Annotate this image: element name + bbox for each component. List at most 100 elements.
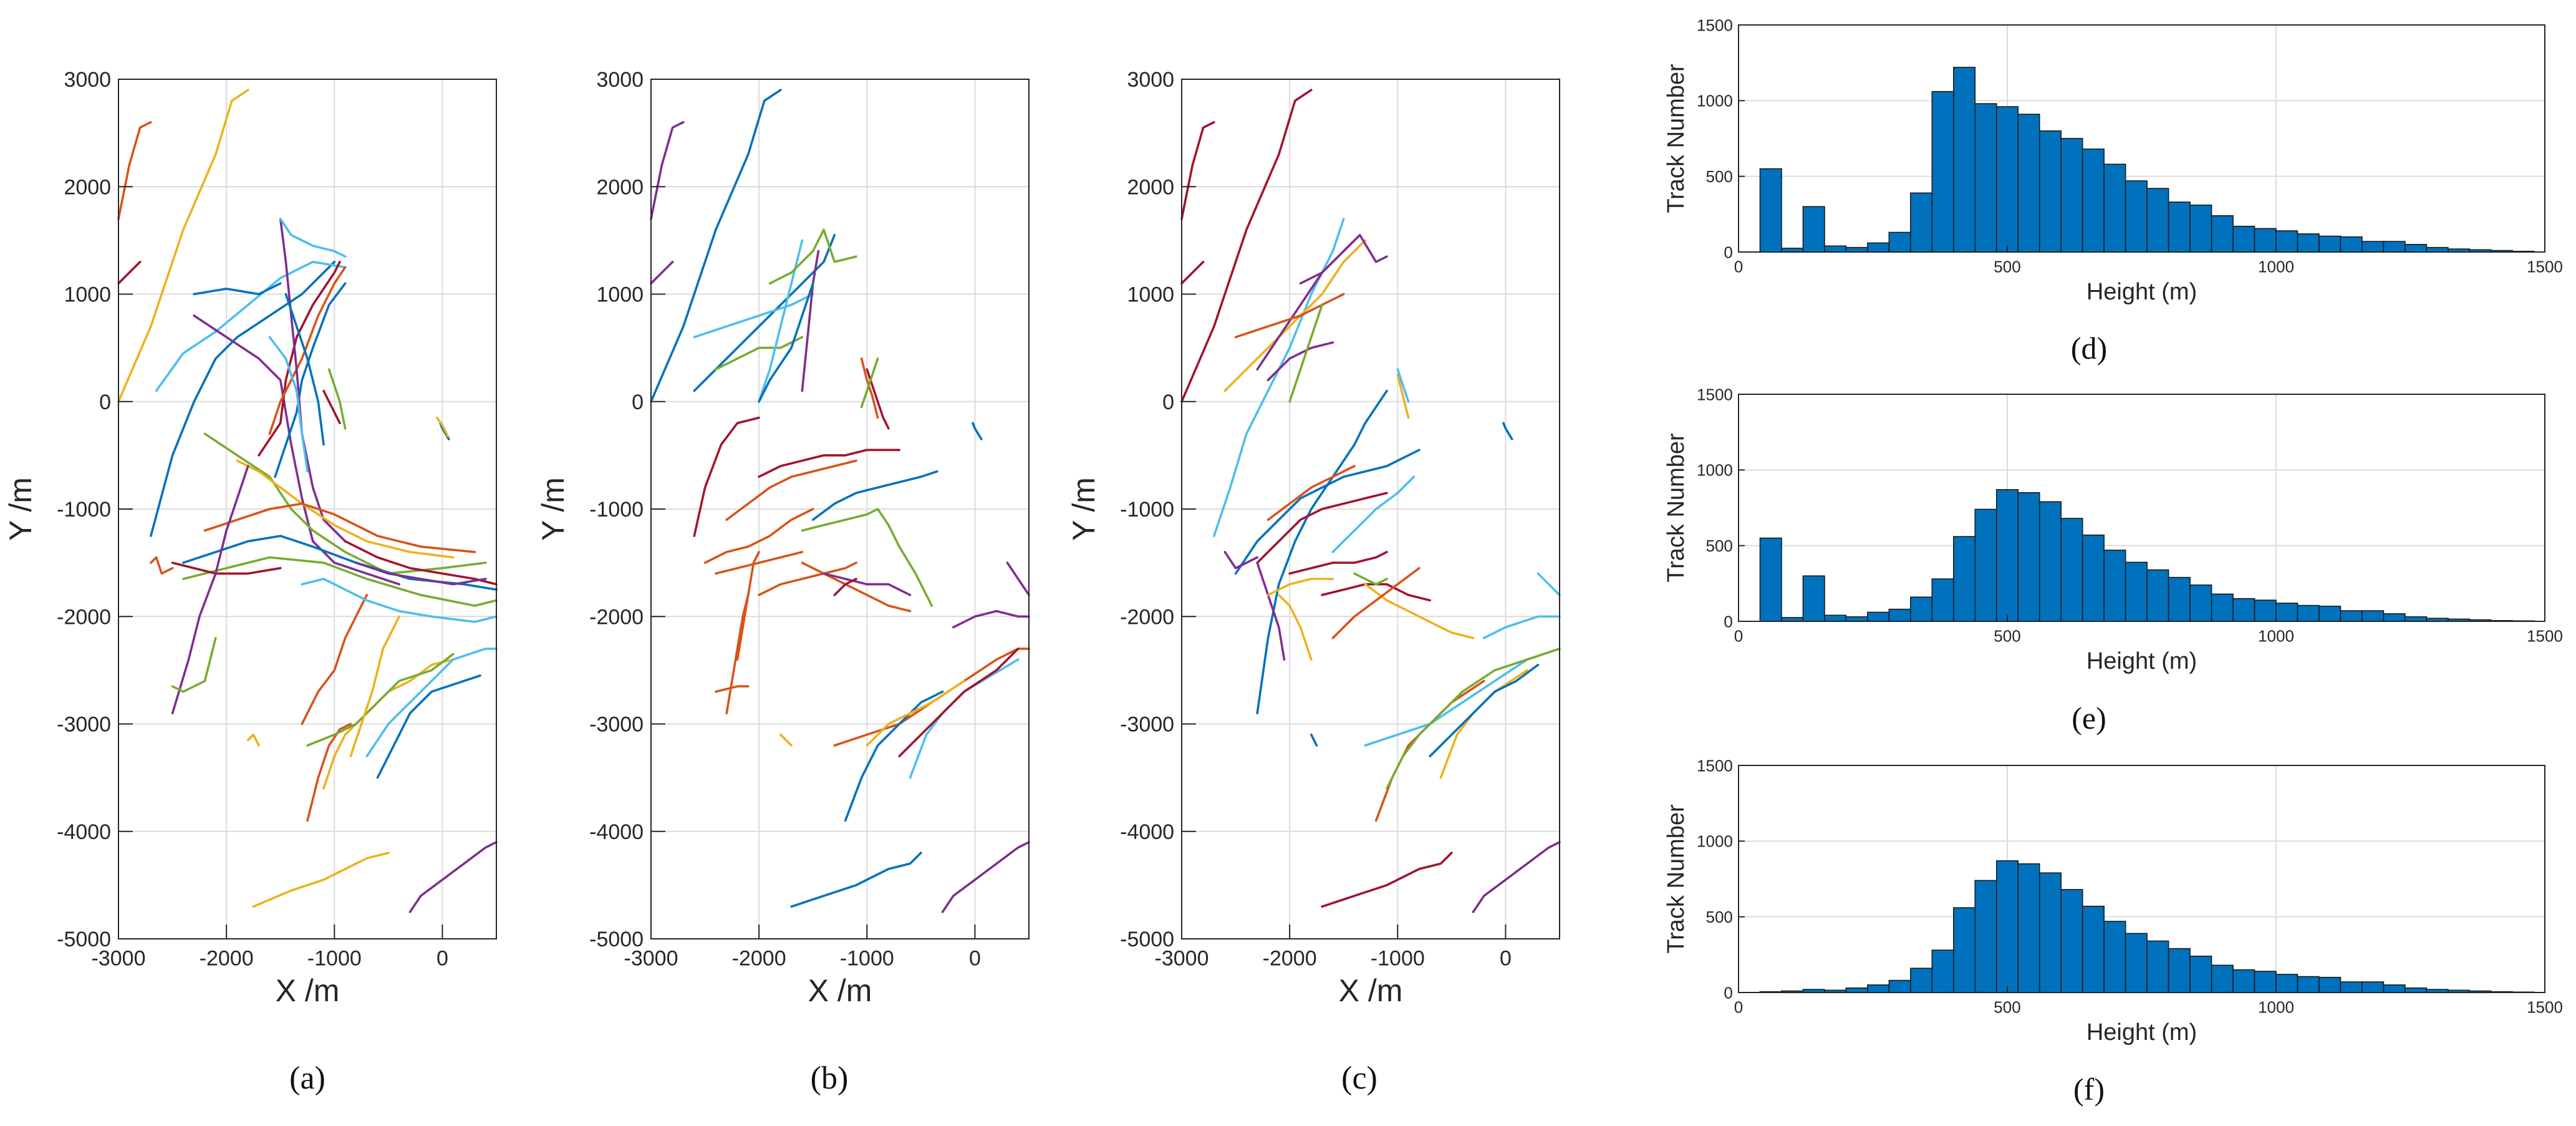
panel-c-xtick-label-2: -1000 [1371,947,1425,971]
panel-c-ytick-label-4: -1000 [1120,498,1174,522]
panel-b-xtick-label-2: -1000 [840,947,894,971]
panel-e-ytick-label-2: 1000 [1697,461,1733,480]
panel-d-bar-15 [2082,148,2105,253]
panel-c-xtick-label-0: -3000 [1155,947,1209,971]
panel-f-xtick-label-3: 1500 [2527,998,2563,1017]
panel-b-xtick-label-1: -2000 [732,947,786,971]
panel-c-y-axis-label: Y /m [1066,477,1101,541]
panel-f-bar-30 [2405,987,2428,993]
panel-d-bar-19 [2168,201,2191,253]
panel-c-trajectory-t15 [1234,449,1421,575]
panel-e-ytick-label-0: 0 [1724,612,1732,631]
panel-c-trajectory-t7 [1234,293,1345,339]
panel-d-xtick-label-2: 1000 [2258,258,2294,276]
panel-c-trajectory-t30 [1386,648,1561,790]
panel-c-trajectory-t2 [1180,121,1215,220]
panel-b-trajectory-t35 [952,609,1030,629]
panel-d-bar-21 [2211,215,2234,253]
panel-b-trajectory-t18 [811,470,938,521]
panel-a-trajectory-t4 [150,261,336,537]
panel-e-tick-labels: 0 500 1000 1500 0 500 1000 1500 [1697,385,2563,645]
panel-c-xtick-label-3: 0 [1500,947,1512,971]
panel-b-trajectory-t29 [779,733,793,747]
panel-c-trajectory-plot: -3000 -2000 -1000 0 -5000 -4000 -3000 -2000 -100… [1066,68,1561,1096]
panel-c-trajectory-t5 [1223,239,1367,392]
panel-b-trajectory-t12 [860,357,879,419]
panel-e-bar-14 [2060,518,2083,622]
panel-b-series-group [650,89,1030,913]
panel-b-caption: (b) [811,1060,849,1096]
panel-b-ytick-label-7: 2000 [596,175,644,199]
panel-c-caption: (c) [1341,1060,1377,1096]
panel-f-bar-29 [2383,984,2406,993]
panel-e-bars [1759,489,2535,622]
panel-d-bar-5 [1867,242,1890,253]
panel-c-trajectory-t33 [1483,615,1561,639]
panel-d-height-histogram: 0 500 1000 1500 0 500 1000 1500 Height (m) Trac… [1663,16,2563,366]
panel-d-bar-0 [1759,168,1782,253]
panel-d-bar-6 [1888,231,1911,253]
panel-f-xtick-label-2: 1000 [2258,998,2294,1017]
panel-f-xtick-label-1: 500 [1994,998,2020,1017]
panel-c-trajectory-t32 [1429,664,1540,757]
panel-c-ytick-label-6: 1000 [1127,283,1174,307]
panel-f-caption: (f) [2073,1072,2105,1107]
panel-a-trajectory-t26 [365,648,498,757]
panel-c-trajectory-t27 [1310,733,1318,747]
panel-e-bar-8 [1931,578,1954,622]
panel-a-xtick-label-2: -1000 [307,947,362,971]
panel-a-trajectory-t18 [171,465,249,715]
panel-a-trajectory-t39 [150,556,174,575]
panel-c-trajectory-t20 [1288,551,1388,575]
panel-c-ytick-label-7: 2000 [1127,175,1174,199]
panel-b-ytick-label-4: -1000 [589,498,644,522]
panel-e-bar-15 [2082,534,2105,622]
panel-a-trajectory-t40 [268,336,309,473]
panel-d-axes [1738,24,2545,253]
panel-d-bar-30 [2405,244,2428,253]
panel-e-xtick-label-2: 1000 [2258,627,2294,646]
panel-e-bar-4 [1845,616,1868,622]
panel-b-trajectory-t32 [866,679,965,747]
panel-e-bar-24 [2275,603,2299,622]
panel-f-bar-10 [1974,880,1997,993]
panel-d-bar-24 [2275,230,2299,253]
panel-f-height-histogram: 0 500 1000 1500 0 500 1000 1500 Height (m) Trac… [1663,756,2563,1107]
panel-f-bar-11 [1995,860,2019,993]
panel-f-bar-14 [2060,889,2083,993]
panel-f-bar-5 [1867,984,1890,993]
panel-f-axes-box [1738,765,2545,993]
panel-c-axes [1181,79,1560,939]
panel-f-bar-27 [2340,981,2363,993]
panel-b-trajectory-t2 [650,121,685,220]
panel-c-trajectory-t22 [1364,583,1475,639]
panel-b-ytick-label-1: -4000 [589,820,644,844]
panel-d-bar-10 [1974,103,1997,253]
panel-c-trajectory-t25 [1256,561,1286,661]
panel-d-bar-20 [2189,204,2212,253]
panel-d-bar-25 [2297,233,2320,253]
panel-a-grid [118,79,496,939]
panel-c-ytick-label-8: 3000 [1127,68,1174,92]
panel-a-trajectory-t3 [117,261,142,285]
panel-a-ytick-label-1: -4000 [57,820,111,844]
panel-b-ytick-label-0: -5000 [589,928,644,951]
panel-b-trajectory-t19 [801,508,933,607]
panel-a-ytick-label-5: 0 [99,391,111,414]
panel-c-trajectory-t19 [1331,475,1416,553]
panel-b-y-axis-label: Y /m [536,477,571,541]
panel-b-trajectory-t28 [833,578,857,596]
panel-d-bars [1759,67,2535,253]
panel-c-trajectory-t37 [1266,578,1334,596]
panel-c-x-axis-label: X /m [1339,973,1403,1008]
panel-f-ytick-label-1: 500 [1706,908,1733,926]
panel-b-xtick-label-0: -3000 [624,947,678,971]
panel-c-trajectory-t23 [1353,572,1388,586]
panel-e-bar-6 [1888,608,1911,622]
panel-d-caption: (d) [2071,331,2107,366]
panel-d-bar-14 [2060,138,2083,253]
panel-b-trajectory-t14 [972,422,983,440]
panel-a-ytick-label-3: -2000 [57,605,111,629]
panel-b-xtick-label-3: 0 [969,947,981,971]
panel-a-trajectory-t22 [247,733,260,747]
